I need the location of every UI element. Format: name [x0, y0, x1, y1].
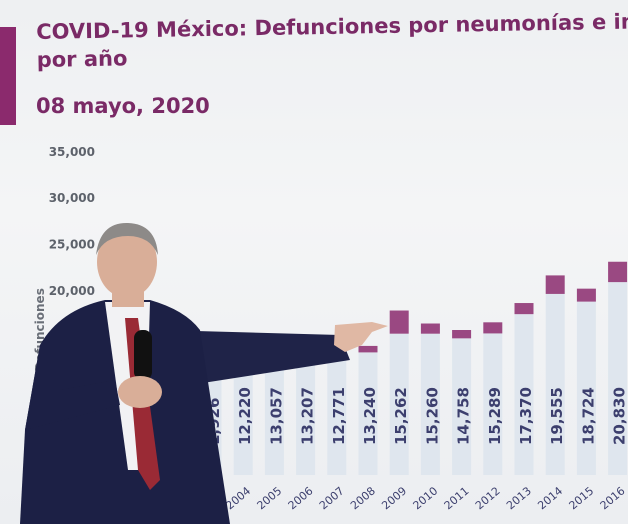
y-axis: 35,000 30,000 25,000 20,000: [49, 145, 95, 298]
x-tick-label: 2014: [535, 484, 565, 512]
bar-value-label: 13,057: [267, 387, 285, 445]
bar-top-segment: [483, 322, 503, 334]
bar-top-segment: [608, 261, 628, 283]
bar-value-label: 15,289: [486, 387, 504, 445]
x-tick-label: 2010: [411, 484, 441, 512]
bar-value-label: 13,240: [361, 387, 379, 445]
bar-base: [452, 338, 472, 475]
x-tick-label: 2007: [317, 484, 347, 512]
y-tick-label: 35,000: [49, 145, 95, 159]
bar-base: [327, 356, 347, 475]
x-tick-label: 2011: [442, 484, 472, 512]
x-tick-label: 2012: [473, 484, 503, 512]
bar-value-label: 13,207: [299, 387, 317, 445]
x-tick-label: 2013: [504, 484, 534, 512]
x-tick-label: 2006: [286, 484, 316, 512]
x-tick-label: 2009: [379, 484, 409, 512]
bar-value-label: 17,370: [517, 387, 535, 445]
y-tick-label: 30,000: [49, 191, 95, 205]
bar-value-label: 20,830: [611, 387, 628, 445]
bar-base: [389, 333, 409, 475]
x-tick-label: 2005: [255, 484, 285, 512]
x-tick-label: 2016: [598, 484, 628, 512]
bar-top-segment: [514, 303, 534, 315]
bar-top-segment: [358, 345, 378, 353]
bar-value-label: 14,758: [455, 387, 473, 445]
bar-value-label: 15,260: [423, 387, 441, 445]
y-tick-label: 25,000: [49, 238, 95, 252]
bar-base: [264, 354, 284, 475]
bar-base: [576, 301, 596, 475]
bar-base: [545, 293, 565, 475]
bar-base: [296, 352, 316, 475]
bar-top-segment: [545, 275, 565, 294]
bar-value-label: 15,262: [392, 387, 410, 445]
slide-date: 08 mayo, 2020: [36, 94, 210, 118]
bar-base: [608, 282, 628, 475]
x-tick-label: 2008: [348, 484, 378, 512]
bar-top-segment: [389, 310, 409, 334]
bar-base: [420, 333, 440, 475]
bar-value-label: 12,771: [330, 387, 348, 445]
title-accent-bar: [0, 27, 16, 125]
bar-value-label: 19,555: [548, 387, 566, 445]
presenter-photo: [20, 222, 388, 524]
pointing-hand: [334, 322, 388, 352]
bar-base: [483, 333, 503, 475]
bar-top-segment: [420, 323, 440, 334]
x-tick-label: 2015: [567, 484, 597, 512]
x-tick-label: 2004: [223, 484, 253, 512]
bar-value-label: 12,220: [236, 387, 254, 445]
bar-base: [514, 314, 534, 475]
bar-base: [233, 361, 253, 475]
bar-base: [358, 352, 378, 475]
bars: 1,92612,220200413,057200513,207200612,77…: [202, 261, 628, 512]
y-tick-label: 20,000: [49, 284, 95, 298]
bar-top-segment: [452, 330, 472, 339]
bar-top-segment: [576, 288, 596, 302]
bar-value-label: 18,724: [579, 387, 597, 445]
